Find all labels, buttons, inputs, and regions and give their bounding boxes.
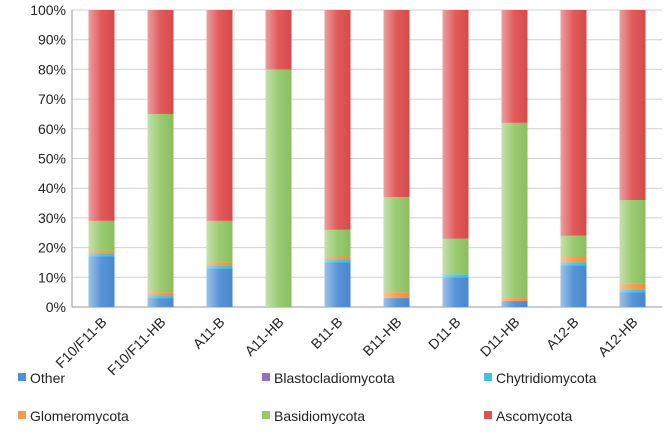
bar-shading [206,262,233,266]
y-axis: 0% 10% 20% 30% 40% 50% 60% 70% 80% 90% 100% [30,2,73,315]
y-tick-label: 70% [38,91,66,107]
bar-shading [619,292,646,307]
bar-shading [147,113,174,293]
bar-shading [324,10,351,230]
x-tick-label: A12-HB [595,314,641,360]
y-tick-label: 30% [38,210,66,226]
y-tick-label: 100% [30,2,66,18]
bar-shading [147,298,174,307]
y-tick-label: 60% [38,121,66,137]
legend-label: Glomeromycota [30,408,129,424]
legend-label: Ascomycota [496,408,572,424]
bar-shading [501,122,528,299]
bar-shading [442,238,469,275]
bar-shading [619,283,646,290]
x-tick-label: B11-HB [359,314,404,359]
bar-shading [324,259,351,263]
x-tick-label: A11-B [190,314,228,352]
y-tick-label: 0% [46,299,66,315]
bar-shading [383,298,410,307]
bar-shading [560,235,587,257]
bar-shading [619,289,646,293]
bar-shading [206,268,233,307]
y-tick-label: 10% [38,269,66,285]
bar-shading [324,256,351,260]
bar-shading [442,277,469,307]
bar-shading [265,10,292,70]
bar-shading [560,262,587,266]
bar-shading [383,10,410,198]
bar-shading [501,10,528,123]
legend-label: Other [30,370,65,386]
y-tick-label: 80% [38,61,66,77]
bar-shading [88,220,115,251]
bar-shading [324,229,351,257]
y-tick-label: 50% [38,151,66,167]
bar-shading [560,256,587,263]
x-tick-label: A12-B [543,314,582,353]
x-tick-label: F10/F11-HB [104,314,169,379]
bar-shading [442,10,469,239]
legend-swatch [262,373,270,381]
legend-label: Blastocladiomycota [274,370,395,386]
legend-label: Chytridiomycota [496,370,597,386]
bar-shading [619,10,646,201]
bar-shading [147,10,174,114]
bar-shading [88,10,115,221]
legend-label: Basidiomycota [274,408,365,424]
bar-shading [206,220,233,263]
bar-shading [88,253,115,257]
legend-swatch [484,411,492,419]
bar-shading [383,197,410,293]
bar-shading [501,301,528,307]
x-tick-label: D11-B [425,314,464,353]
bar-shading [206,10,233,221]
bar-shading [383,292,410,299]
x-tick-label: A11-HB [241,314,286,359]
legend-swatch [18,373,26,381]
legend-swatch [262,411,270,419]
bar-shading [88,250,115,254]
bar-shading [206,265,233,269]
y-tick-label: 40% [38,180,66,196]
bar-shading [147,292,174,296]
legend-swatch [18,411,26,419]
bar-shading [442,274,469,278]
x-tick-label: D11-HB [477,314,523,360]
bar-shading [619,200,646,284]
bars [88,10,646,308]
bar-shading [88,256,115,307]
x-tick-label: F10/F11-B [52,314,109,371]
bar-shading [324,262,351,307]
bar-shading [560,265,587,307]
bar-shading [265,69,292,308]
y-tick-label: 20% [38,240,66,256]
legend-swatch [484,373,492,381]
bar-shading [560,10,587,236]
bar-shading [147,295,174,299]
legend: Other Blastocladiomycota Chytridiomycota Gl… [18,370,597,424]
x-tick-label: B11-B [308,314,346,352]
bar-shading [501,298,528,302]
y-tick-label: 90% [38,32,66,48]
